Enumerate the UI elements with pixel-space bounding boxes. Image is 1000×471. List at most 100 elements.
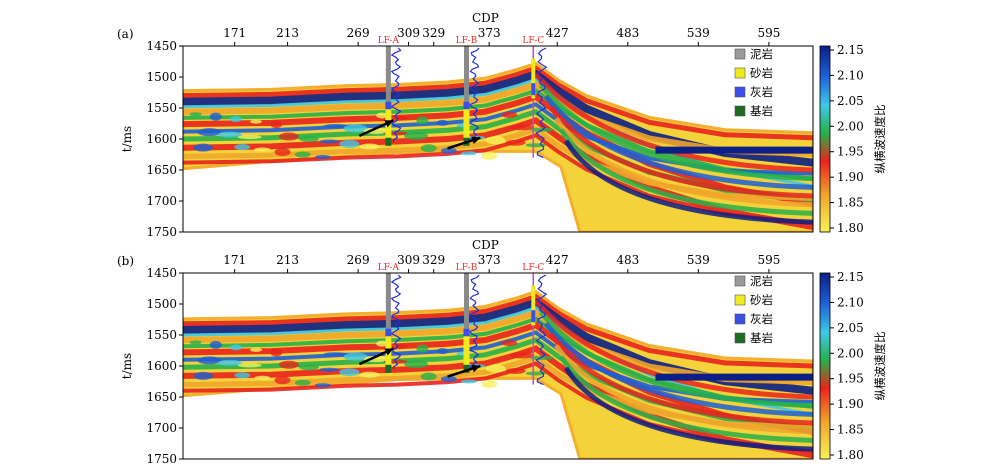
texture-blob	[229, 344, 242, 351]
well-log-curve	[390, 47, 402, 143]
reflector	[183, 70, 813, 167]
y-tick-label: 1700	[146, 194, 177, 208]
texture-blob	[217, 359, 242, 366]
legend-swatch	[734, 313, 746, 325]
texture-blob	[339, 139, 360, 148]
texture-blob	[501, 340, 518, 347]
colorbar-label: 纵横波速度比	[873, 332, 887, 401]
texture-blob	[461, 151, 478, 156]
dipping-reflector	[558, 355, 813, 443]
well-sandstone-segment	[463, 109, 470, 140]
texture-blob	[237, 135, 262, 140]
arrow-head	[471, 136, 481, 144]
texture-blob	[509, 124, 534, 131]
legend-swatch	[734, 67, 746, 79]
texture-blob	[254, 147, 271, 152]
texture-blob	[420, 372, 437, 381]
texture-blob	[343, 124, 368, 133]
dipping-reflector	[548, 332, 813, 426]
colorbar: 2.15 2.10 2.05 2.00 1.95 1.90 1.85 1.80 纵横波速度比	[819, 43, 887, 235]
texture-blob	[530, 355, 555, 360]
y-tick-label: 1650	[146, 390, 177, 404]
well-log-curve	[535, 274, 548, 386]
reflector	[183, 306, 813, 416]
section-edge	[183, 61, 813, 232]
texture-blob	[193, 143, 214, 152]
arrow	[447, 364, 481, 378]
x-tick-label: 539	[687, 26, 710, 40]
x-tick-label: 427	[546, 26, 569, 40]
texture-blob	[209, 112, 222, 121]
well-limestone-segment	[531, 83, 536, 96]
x-tick-label: 309	[397, 253, 420, 267]
texture-blob	[197, 356, 222, 365]
reflector	[183, 88, 813, 181]
texture-blob	[485, 136, 506, 145]
x-tick-label: 171	[223, 253, 246, 267]
texture-blob	[299, 136, 319, 142]
dipping-reflector	[563, 139, 813, 225]
texture-blob	[274, 376, 291, 385]
well-lf-c: LF-C	[522, 263, 548, 386]
texture-blob	[505, 139, 526, 146]
well-label: LF-B	[456, 36, 478, 46]
texture-blob	[339, 368, 360, 377]
colorbar-tick-label: 1.90	[837, 397, 864, 411]
x-tick-label: 329	[422, 253, 445, 267]
texture-blob	[209, 340, 222, 349]
texture-blob	[254, 375, 271, 380]
y-tick-label: 1750	[146, 225, 177, 239]
texture-blob	[299, 364, 319, 371]
texture-blob	[294, 151, 311, 158]
reflector	[183, 309, 813, 386]
y-axis-label: t/ms	[120, 126, 134, 152]
y-tick-label: 1600	[146, 132, 177, 146]
colorbar-tick-label: 2.05	[837, 94, 864, 108]
colorbar-tick-label: 1.80	[837, 221, 864, 235]
texture-blob	[440, 376, 457, 383]
texture-blob	[278, 132, 299, 141]
texture-blob	[440, 147, 457, 154]
dipping-reflector	[533, 72, 813, 173]
texture-blob	[234, 144, 251, 151]
x-tick-label: 595	[757, 253, 780, 267]
x-tick-label: 329	[422, 26, 445, 40]
colorbar: 2.15 2.10 2.05 2.00 1.95 1.90 1.85 1.80 纵横波速度比	[819, 270, 887, 462]
dipping-reflector	[543, 321, 813, 417]
well-log-curve	[468, 274, 480, 370]
x-tick-label: 171	[223, 26, 246, 40]
texture-blob	[359, 371, 380, 378]
dipping-reflector	[543, 94, 813, 190]
colorbar-tick-label: 1.95	[837, 372, 864, 386]
legend-label: 基岩	[750, 331, 773, 345]
arrow-head	[384, 120, 394, 128]
texture-blob	[323, 352, 348, 357]
texture-blob	[197, 128, 222, 137]
legend-swatch	[734, 48, 746, 60]
texture-blob	[193, 371, 214, 380]
texture-blob	[404, 360, 429, 369]
colorbar-tick-label: 2.00	[837, 346, 864, 360]
well-label: LF-C	[522, 263, 544, 273]
reflector	[183, 293, 813, 369]
well-limestone-segment	[463, 328, 470, 341]
y-tick-label: 1450	[146, 266, 177, 280]
y-tick-label: 1650	[146, 163, 177, 177]
arrow-head	[471, 364, 481, 373]
well-limestone-segment	[385, 328, 392, 341]
dipping-reflector	[563, 366, 813, 452]
legend-label: 灰岩	[750, 85, 773, 99]
texture-blob	[505, 367, 526, 374]
texture-blob	[501, 111, 518, 118]
well-lf-b: LF-B	[456, 263, 480, 373]
x-tick-label: 269	[347, 253, 370, 267]
x-tick-label: 483	[616, 26, 639, 40]
well-limestone-segment	[463, 101, 470, 114]
well-basement-segment	[385, 364, 392, 373]
x-tick-label: 427	[546, 253, 569, 267]
dipping-reflector	[538, 310, 813, 409]
texture-blob	[376, 112, 389, 119]
dipping-reflector	[538, 83, 813, 182]
panel-label: (b)	[117, 254, 134, 268]
